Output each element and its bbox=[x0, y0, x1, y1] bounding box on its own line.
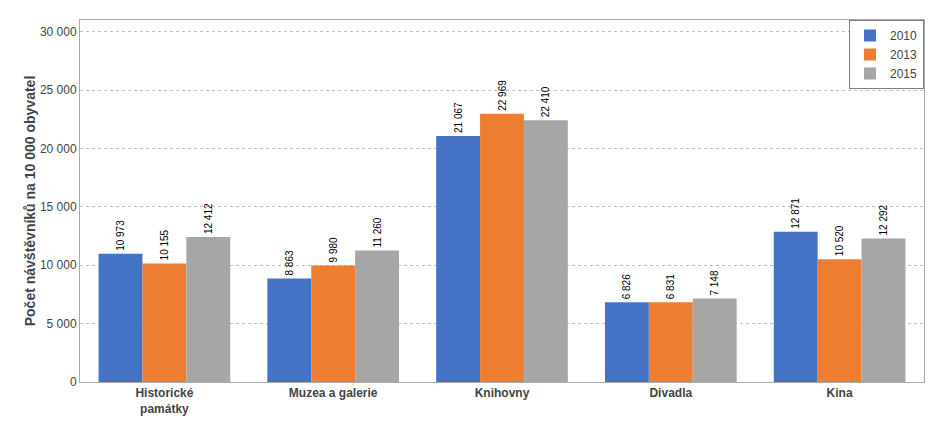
svg-text:Kina: Kina bbox=[827, 386, 853, 400]
svg-text:10 155: 10 155 bbox=[159, 229, 170, 260]
svg-text:Historicképamátky: Historicképamátky bbox=[135, 386, 193, 416]
svg-text:8 863: 8 863 bbox=[284, 250, 295, 275]
svg-text:20 000: 20 000 bbox=[40, 142, 77, 156]
svg-text:22 969: 22 969 bbox=[497, 80, 508, 111]
svg-text:9 980: 9 980 bbox=[328, 237, 339, 262]
svg-text:Divadla: Divadla bbox=[649, 386, 692, 400]
svg-text:12 871: 12 871 bbox=[790, 198, 801, 229]
svg-text:Počet návštěvníků na 10 000 ob: Počet návštěvníků na 10 000 obyvatel bbox=[22, 76, 38, 327]
svg-text:2013: 2013 bbox=[890, 48, 917, 62]
svg-text:15 000: 15 000 bbox=[40, 200, 77, 214]
svg-text:6 826: 6 826 bbox=[621, 274, 632, 299]
svg-text:12 292: 12 292 bbox=[878, 204, 889, 235]
svg-text:10 000: 10 000 bbox=[40, 258, 77, 272]
svg-text:6 831: 6 831 bbox=[665, 274, 676, 299]
svg-text:Knihovny: Knihovny bbox=[475, 386, 530, 400]
svg-text:5 000: 5 000 bbox=[47, 317, 77, 331]
svg-text:2010: 2010 bbox=[890, 29, 917, 43]
svg-text:22 410: 22 410 bbox=[540, 86, 551, 117]
svg-text:2015: 2015 bbox=[890, 67, 917, 81]
svg-text:25 000: 25 000 bbox=[40, 83, 77, 97]
svg-text:7 148: 7 148 bbox=[709, 270, 720, 295]
svg-text:21 067: 21 067 bbox=[453, 102, 464, 133]
svg-text:Muzea a galerie: Muzea a galerie bbox=[289, 386, 378, 400]
svg-text:12 412: 12 412 bbox=[203, 203, 214, 234]
svg-text:11 260: 11 260 bbox=[372, 217, 383, 247]
svg-text:10 973: 10 973 bbox=[115, 220, 126, 251]
svg-text:0: 0 bbox=[70, 375, 77, 389]
svg-text:30 000: 30 000 bbox=[40, 25, 77, 39]
svg-text:10 520: 10 520 bbox=[834, 225, 845, 256]
